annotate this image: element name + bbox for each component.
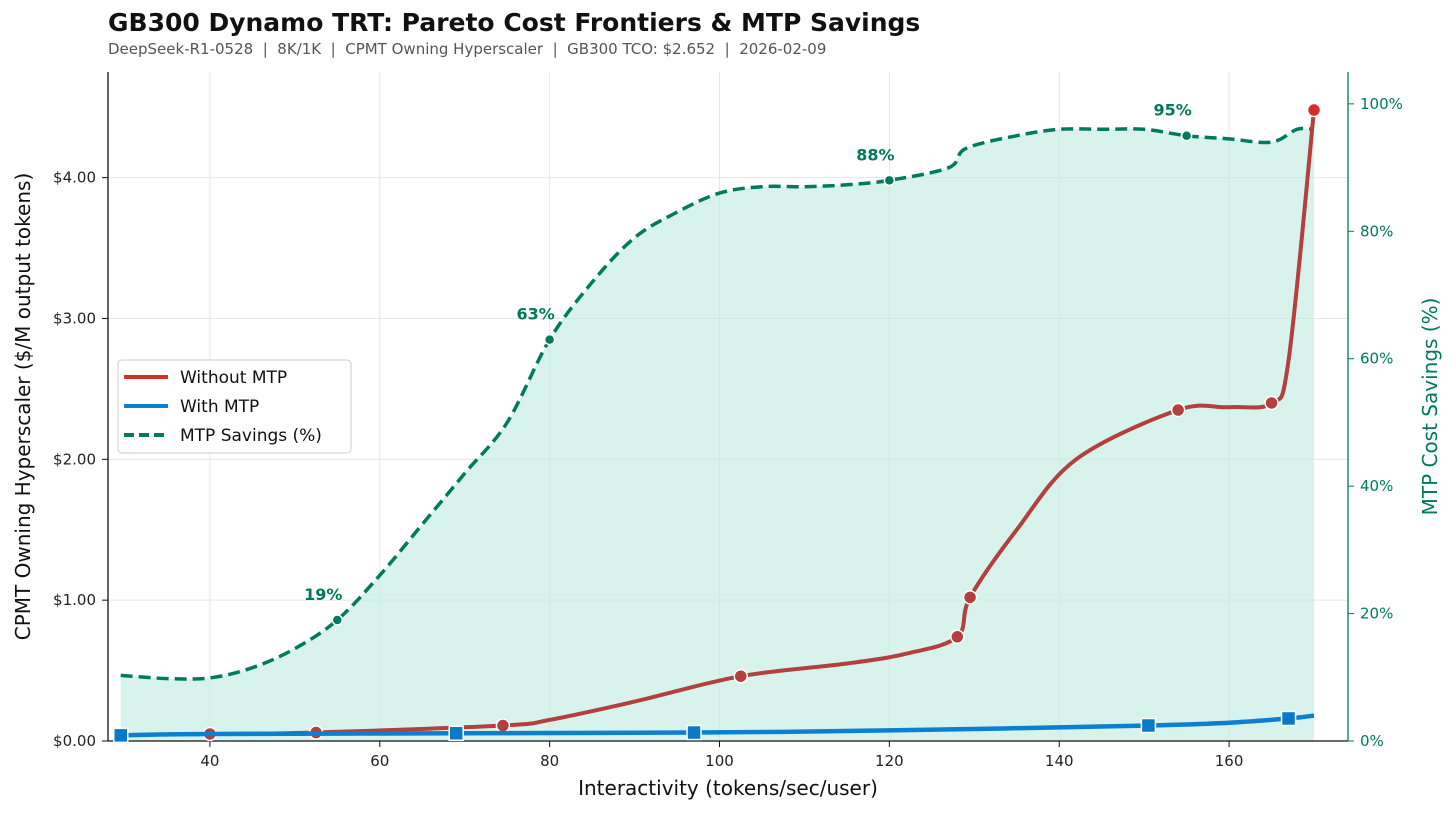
legend-label-without-mtp: Without MTP xyxy=(180,368,287,388)
y2-axis-ticks: 0% 20% 40% 60% 80% 100% xyxy=(1348,95,1403,750)
x-tick-label-120: 120 xyxy=(875,752,904,770)
marker-with-mtp-2 xyxy=(686,724,702,741)
x-tick-label-60: 60 xyxy=(370,752,389,770)
y-axis-ticks: $0.00 $1.00 $2.00 $3.00 $4.00 xyxy=(53,169,108,750)
axes xyxy=(107,72,1349,742)
x-tick-label-100: 100 xyxy=(705,752,734,770)
y2-axis-label: MTP Cost Savings (%) xyxy=(1418,298,1442,516)
annotations: 19% 63% 88% 95% xyxy=(304,101,1192,604)
x-tick-label-80: 80 xyxy=(540,752,559,770)
marker-with-mtp-1 xyxy=(448,725,464,742)
annotation-2: 88% xyxy=(856,145,894,164)
annotation-1: 63% xyxy=(516,305,554,324)
marker-without-mtp-6 xyxy=(1170,402,1186,418)
y-tick-label-1: $1.00 xyxy=(53,591,96,609)
marker-without-mtp-8 xyxy=(1306,102,1322,118)
x-tick-label-160: 160 xyxy=(1215,752,1244,770)
y-tick-label-2: $2.00 xyxy=(53,450,96,468)
y2-tick-label-4: 80% xyxy=(1360,222,1393,240)
legend-box xyxy=(117,359,352,454)
legend-label-with-mtp: With MTP xyxy=(180,397,259,417)
y-tick-label-3: $3.00 xyxy=(53,309,96,327)
marker-with-mtp-4 xyxy=(1280,710,1297,727)
series-layer xyxy=(112,102,1322,744)
y-tick-label-4: $4.00 xyxy=(53,169,96,187)
x-axis-ticks: 40 60 80 100 120 140 160 xyxy=(200,741,1243,770)
y-tick-label-0: $0.00 xyxy=(53,732,96,750)
legend-label-mtp-savings: MTP Savings (%) xyxy=(180,426,322,446)
marker-mtp-savings-1 xyxy=(543,333,556,346)
legend: Without MTP With MTP MTP Savings (%) xyxy=(117,359,352,454)
marker-with-mtp-3 xyxy=(1140,717,1157,734)
marker-mtp-savings-0 xyxy=(331,614,344,626)
marker-mtp-savings-2 xyxy=(883,174,896,187)
savings-fill-area xyxy=(120,128,1315,741)
y2-tick-label-0: 0% xyxy=(1360,732,1384,750)
y2-tick-label-1: 20% xyxy=(1360,605,1393,623)
marker-without-mtp-5 xyxy=(962,590,978,605)
marker-without-mtp-2 xyxy=(495,718,511,733)
marker-mtp-savings-3 xyxy=(1180,129,1193,142)
marker-with-mtp-0 xyxy=(112,727,129,744)
annotation-0: 19% xyxy=(304,585,342,604)
y2-tick-label-2: 40% xyxy=(1360,477,1393,495)
annotation-3: 95% xyxy=(1153,101,1191,120)
y2-tick-label-5: 100% xyxy=(1360,95,1403,113)
marker-without-mtp-7 xyxy=(1264,395,1279,411)
chart-title: GB300 Dynamo TRT: Pareto Cost Frontiers … xyxy=(108,8,921,37)
y2-tick-label-3: 60% xyxy=(1360,350,1393,368)
x-tick-label-140: 140 xyxy=(1045,752,1074,770)
x-tick-label-40: 40 xyxy=(200,752,219,770)
series-line-mtp-savings xyxy=(120,126,1315,681)
x-axis-label: Interactivity (tokens/sec/user) xyxy=(578,776,878,800)
marker-without-mtp-4 xyxy=(950,629,965,645)
chart-subtitle: DeepSeek-R1-0528 | 8K/1K | CPMT Owning H… xyxy=(108,40,827,58)
y-axis-label: CPMT Owning Hyperscaler ($/M output toke… xyxy=(11,173,35,640)
series-line-with-mtp xyxy=(120,713,1315,738)
marker-without-mtp-3 xyxy=(733,668,748,684)
